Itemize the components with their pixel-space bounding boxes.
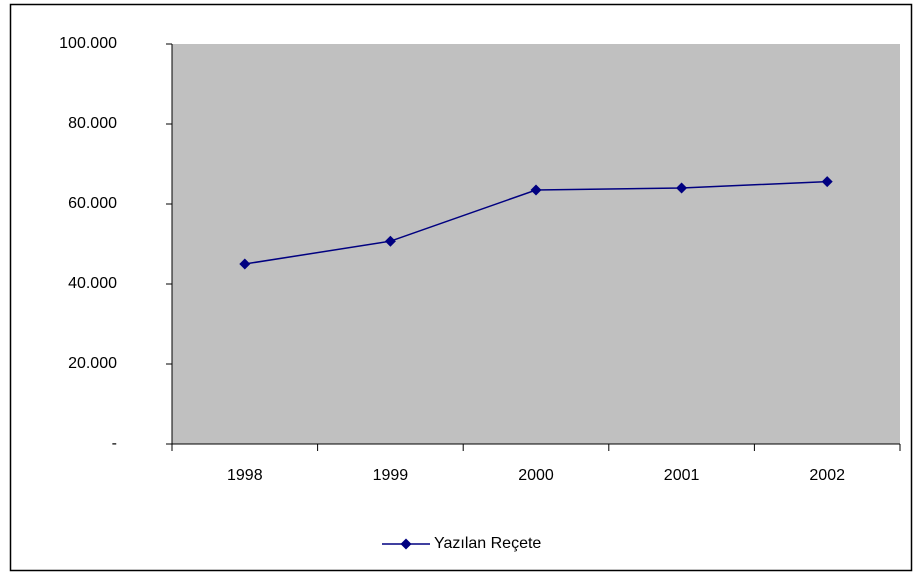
- x-tick-label: 2001: [664, 467, 700, 484]
- legend-marker: [400, 538, 412, 550]
- y-tick-label: 100.000: [59, 35, 117, 52]
- y-tick-label: 60.000: [68, 195, 117, 212]
- point-marker: [821, 176, 833, 188]
- point-marker: [530, 184, 542, 196]
- y-tick-label: -: [112, 435, 117, 452]
- point-marker: [239, 258, 251, 270]
- y-tick-label: 80.000: [68, 115, 117, 132]
- y-tick-label: 40.000: [68, 275, 117, 292]
- point-marker: [384, 235, 396, 247]
- x-tick-label: 2002: [809, 467, 845, 484]
- x-tick-label: 1999: [373, 467, 409, 484]
- x-tick-label: 1998: [227, 467, 263, 484]
- point-marker: [676, 182, 688, 194]
- x-tick-label: 2000: [518, 467, 554, 484]
- legend-label: Yazılan Reçete: [434, 535, 541, 552]
- y-tick-label: 20.000: [68, 355, 117, 372]
- plot-area: [172, 44, 900, 444]
